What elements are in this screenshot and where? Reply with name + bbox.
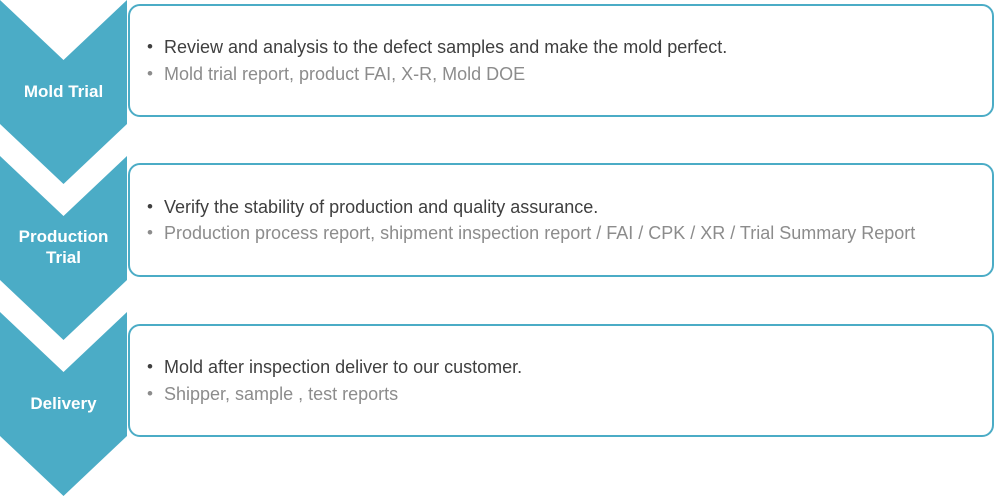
- list-item: • Production process report, shipment in…: [144, 220, 946, 247]
- chevron-delivery: Delivery: [0, 312, 127, 496]
- bullet-icon: •: [147, 196, 153, 216]
- bullet-icon: •: [147, 383, 153, 403]
- bullet-icon: •: [147, 357, 153, 376]
- bullet-list: • Verify the stability of production and…: [144, 194, 946, 247]
- stage-box-production-trial: • Verify the stability of production and…: [128, 163, 994, 277]
- list-item: • Mold trial report, product FAI, X-R, M…: [144, 61, 946, 88]
- list-item: • Verify the stability of production and…: [144, 194, 946, 221]
- stage-label: Mold Trial: [23, 81, 104, 101]
- list-item: • Mold after inspection deliver to our c…: [144, 354, 946, 381]
- bullet-list: • Review and analysis to the defect samp…: [144, 34, 946, 87]
- stage-label: Delivery: [30, 393, 97, 413]
- bullet-text: Review and analysis to the defect sample…: [164, 37, 728, 57]
- bullet-icon: •: [147, 223, 153, 242]
- bullet-text: Verify the stability of production and q…: [164, 196, 599, 217]
- bullet-text: Mold after inspection deliver to our cus…: [164, 357, 523, 377]
- bullet-list: • Mold after inspection deliver to our c…: [144, 354, 946, 407]
- list-item: • Review and analysis to the defect samp…: [144, 34, 946, 61]
- stage-label: Production Trial: [18, 227, 109, 267]
- stage-box-delivery: • Mold after inspection deliver to our c…: [128, 324, 994, 437]
- chevron-mold-trial: Mold Trial: [0, 0, 127, 184]
- bullet-text: Production process report, shipment insp…: [164, 223, 916, 243]
- chevron-production-trial: Production Trial: [0, 156, 127, 340]
- bullet-icon: •: [147, 63, 153, 83]
- bullet-icon: •: [147, 37, 153, 56]
- bullet-text: Shipper, sample , test reports: [164, 383, 399, 404]
- chevron-down-shape: [0, 312, 127, 496]
- chevron-down-shape: [0, 156, 127, 340]
- list-item: • Shipper, sample , test reports: [144, 381, 946, 408]
- bullet-text: Mold trial report, product FAI, X-R, Mol…: [164, 63, 526, 84]
- chevron-down-shape: [0, 0, 127, 184]
- stage-box-mold-trial: • Review and analysis to the defect samp…: [128, 4, 994, 117]
